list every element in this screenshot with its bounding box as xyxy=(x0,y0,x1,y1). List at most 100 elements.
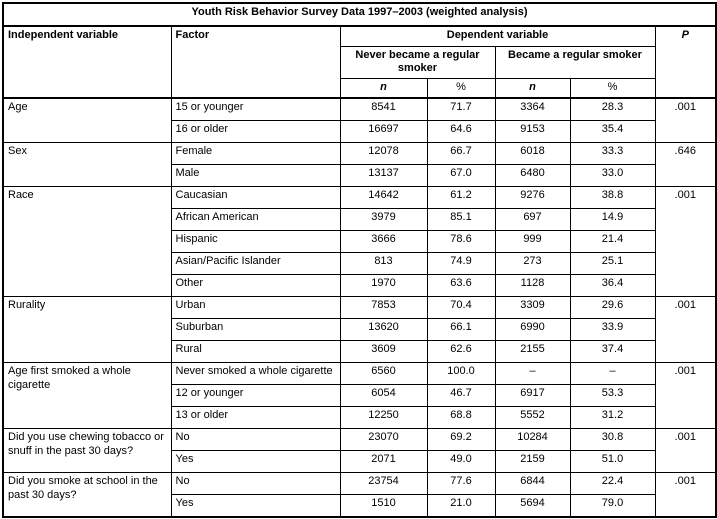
never-n-cell: 813 xyxy=(339,252,428,276)
never-n-cell: 13620 xyxy=(339,318,428,342)
factor-cell: No xyxy=(170,428,341,452)
never-percent-cell: 66.7 xyxy=(426,142,496,166)
independent-variable-cell: Sex xyxy=(2,142,172,188)
became-percent-cell: 33.9 xyxy=(569,318,656,342)
never-percent-cell: 67.0 xyxy=(426,164,496,188)
became-n-cell: 2159 xyxy=(494,450,571,474)
became-n-cell: 9276 xyxy=(494,186,571,210)
became-percent-cell: 37.4 xyxy=(569,340,656,364)
table-row: Asian/Pacific Islander 813 74.9 273 25.1 xyxy=(3,252,716,276)
factor-cell: 16 or older xyxy=(170,120,341,144)
table-row: 12 or younger 6054 46.7 6917 53.3 xyxy=(3,384,716,408)
never-percent-cell: 46.7 xyxy=(426,384,496,408)
header-dependent-variable: Dependent variable xyxy=(339,25,656,47)
never-percent-cell: 49.0 xyxy=(426,450,496,474)
independent-variable-cell: Did you use chewing tobacco or snuff in … xyxy=(2,428,172,474)
became-percent-cell: 28.3 xyxy=(569,97,656,122)
table-body: Age 15 or younger 8541 71.7 3364 28.3.001 16 o… xyxy=(2,97,717,518)
became-n-cell: 6990 xyxy=(494,318,571,342)
never-n-cell: 12250 xyxy=(339,406,428,430)
factor-cell: Rural xyxy=(170,340,341,364)
became-percent-cell: 31.2 xyxy=(569,406,656,430)
factor-cell: Asian/Pacific Islander xyxy=(170,252,341,276)
header-never-n: n xyxy=(339,78,428,100)
table-row: Hispanic 3666 78.6 999 21.4 xyxy=(3,230,716,254)
became-n-cell: 5552 xyxy=(494,406,571,430)
independent-variable-cell: Race xyxy=(2,186,172,298)
factor-cell: Male xyxy=(170,164,341,188)
table-row: Male 13137 67.0 6480 33.0 xyxy=(3,164,716,188)
became-percent-cell: 51.0 xyxy=(569,450,656,474)
table-title: Youth Risk Behavior Survey Data 1997–200… xyxy=(2,2,717,27)
never-percent-cell: 85.1 xyxy=(426,208,496,232)
never-n-cell: 8541 xyxy=(339,97,428,122)
factor-cell: Hispanic xyxy=(170,230,341,254)
header-never-regular-smoker: Never became a regular smoker xyxy=(339,45,496,80)
table-row: 16 or older 16697 64.6 9153 35.4 xyxy=(3,120,716,144)
header-factor: Factor xyxy=(170,25,341,100)
became-percent-cell: 79.0 xyxy=(569,494,656,518)
never-percent-cell: 69.2 xyxy=(426,428,496,452)
header-p-value: P xyxy=(654,25,717,100)
became-n-cell: 999 xyxy=(494,230,571,254)
became-n-cell: – xyxy=(494,362,571,386)
became-n-cell: 6018 xyxy=(494,142,571,166)
independent-variable-cell: Rurality xyxy=(2,296,172,364)
independent-variable-cell: Age xyxy=(2,97,172,144)
never-n-cell: 6560 xyxy=(339,362,428,386)
factor-cell: African American xyxy=(170,208,341,232)
factor-cell: Never smoked a whole cigarette xyxy=(170,362,341,386)
became-percent-cell: 22.4 xyxy=(569,472,656,496)
factor-cell: Caucasian xyxy=(170,186,341,210)
never-n-cell: 7853 xyxy=(339,296,428,320)
factor-cell: 15 or younger xyxy=(170,97,341,122)
became-n-cell: 3364 xyxy=(494,97,571,122)
title-row: Youth Risk Behavior Survey Data 1997–200… xyxy=(2,2,717,27)
factor-cell: Suburban xyxy=(170,318,341,342)
table-row: Other 1970 63.6 1128 36.4 xyxy=(3,274,716,298)
never-percent-cell: 61.2 xyxy=(426,186,496,210)
table-row: Yes 1510 21.0 5694 79.0 xyxy=(3,494,716,518)
became-n-cell: 10284 xyxy=(494,428,571,452)
never-percent-cell: 100.0 xyxy=(426,362,496,386)
table-row: Age 15 or younger 8541 71.7 3364 28.3.001 xyxy=(2,97,717,144)
became-percent-cell: 33.3 xyxy=(569,142,656,166)
never-n-cell: 6054 xyxy=(339,384,428,408)
never-n-cell: 23754 xyxy=(339,472,428,496)
factor-cell: No xyxy=(170,472,341,496)
never-percent-cell: 21.0 xyxy=(426,494,496,518)
header-independent-variable: Independent variable xyxy=(2,25,172,100)
never-n-cell: 12078 xyxy=(339,142,428,166)
never-percent-cell: 62.6 xyxy=(426,340,496,364)
p-value-cell: .001 xyxy=(654,362,717,430)
became-n-cell: 5694 xyxy=(494,494,571,518)
p-value-cell: .001 xyxy=(654,472,717,518)
factor-cell: Other xyxy=(170,274,341,298)
never-n-cell: 23070 xyxy=(339,428,428,452)
table-row: Rurality Urban 7853 70.4 3309 29.6.001 xyxy=(2,296,717,364)
never-n-cell: 1970 xyxy=(339,274,428,298)
became-n-cell: 2155 xyxy=(494,340,571,364)
factor-cell: Urban xyxy=(170,296,341,320)
became-n-cell: 9153 xyxy=(494,120,571,144)
never-percent-cell: 63.6 xyxy=(426,274,496,298)
never-percent-cell: 70.4 xyxy=(426,296,496,320)
p-value-cell: .001 xyxy=(654,97,717,144)
table-row: Suburban 13620 66.1 6990 33.9 xyxy=(3,318,716,342)
never-percent-cell: 77.6 xyxy=(426,472,496,496)
became-percent-cell: 38.8 xyxy=(569,186,656,210)
never-percent-cell: 78.6 xyxy=(426,230,496,254)
header-became-percent: % xyxy=(569,78,656,100)
table-row: 13 or older 12250 68.8 5552 31.2 xyxy=(3,406,716,430)
table-row: Did you smoke at school in the past 30 d… xyxy=(2,472,717,518)
never-percent-cell: 66.1 xyxy=(426,318,496,342)
never-percent-cell: 71.7 xyxy=(426,97,496,122)
table-row: Did you use chewing tobacco or snuff in … xyxy=(2,428,717,474)
became-percent-cell: 29.6 xyxy=(569,296,656,320)
table-row: Sex Female 12078 66.7 6018 33.3.646 xyxy=(2,142,717,188)
p-value-cell: .001 xyxy=(654,296,717,364)
became-percent-cell: 53.3 xyxy=(569,384,656,408)
became-percent-cell: – xyxy=(569,362,656,386)
